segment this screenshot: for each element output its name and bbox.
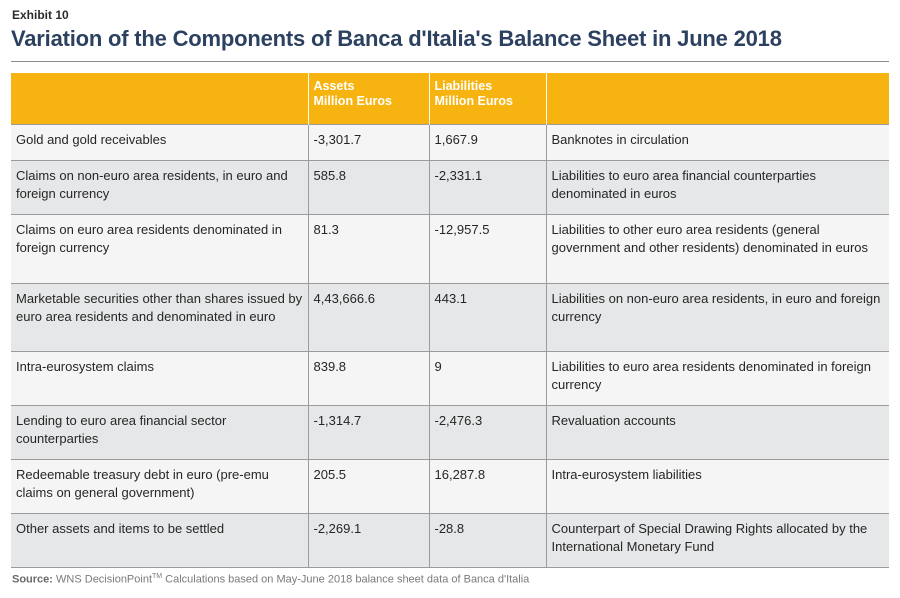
header-cell-liability-items xyxy=(545,73,889,125)
liabilities-value-cell: 16,287.8 xyxy=(428,459,546,514)
assets-value-cell: -3,301.7 xyxy=(307,124,429,161)
header-assets-line-2: Million Euros xyxy=(313,94,392,108)
asset-item-cell: Other assets and items to be settled xyxy=(11,513,308,568)
asset-item-cell: Lending to euro area financial sector co… xyxy=(11,405,308,460)
asset-item-cell: Intra-eurosystem claims xyxy=(11,351,308,406)
trademark-mark: TM xyxy=(152,573,163,580)
liability-item-cell: Liabilities to other euro area residents… xyxy=(545,214,889,284)
header-liabilities-line-1: Liabilities xyxy=(434,79,493,93)
table-row: Claims on non-euro area residents, in eu… xyxy=(11,160,889,215)
table-row: Lending to euro area financial sector co… xyxy=(11,405,889,460)
assets-value-cell: -2,269.1 xyxy=(307,513,429,568)
assets-value-cell: 81.3 xyxy=(307,214,429,284)
liability-item-cell: Liabilities to euro area financial count… xyxy=(545,160,889,215)
asset-item-cell: Redeemable treasury debt in euro (pre-em… xyxy=(11,459,308,514)
asset-item-cell: Claims on non-euro area residents, in eu… xyxy=(11,160,308,215)
balance-sheet-table: Assets Million Euros Liabilities Million… xyxy=(11,73,889,568)
table-row: Marketable securities other than shares … xyxy=(11,283,889,352)
header-cell-liabilities: Liabilities Million Euros xyxy=(428,73,546,125)
liability-item-cell: Counterpart of Special Drawing Rights al… xyxy=(545,513,889,568)
table-row: Other assets and items to be settled -2,… xyxy=(11,513,889,568)
source-brand: WNS DecisionPoint xyxy=(56,573,153,586)
table-row: Gold and gold receivables -3,301.7 1,667… xyxy=(11,124,889,161)
liabilities-value-cell: 9 xyxy=(428,351,546,406)
exhibit-label: Exhibit 10 xyxy=(12,8,69,22)
liabilities-value-cell: -28.8 xyxy=(428,513,546,568)
liabilities-value-cell: -12,957.5 xyxy=(428,214,546,284)
assets-value-cell: 585.8 xyxy=(307,160,429,215)
source-text: Calculations based on May-June 2018 bala… xyxy=(162,573,530,586)
liabilities-value-cell: -2,331.1 xyxy=(428,160,546,215)
liability-item-cell: Liabilities on non-euro area residents, … xyxy=(545,283,889,352)
liabilities-value-cell: 1,667.9 xyxy=(428,124,546,161)
liability-item-cell: Liabilities to euro area residents denom… xyxy=(545,351,889,406)
table-row: Intra-eurosystem claims 839.8 9 Liabilit… xyxy=(11,351,889,406)
table-body: Gold and gold receivables -3,301.7 1,667… xyxy=(11,124,889,568)
liabilities-value-cell: 443.1 xyxy=(428,283,546,352)
assets-value-cell: 205.5 xyxy=(307,459,429,514)
table-row: Redeemable treasury debt in euro (pre-em… xyxy=(11,459,889,514)
liabilities-value-cell: -2,476.3 xyxy=(428,405,546,460)
assets-value-cell: 4,43,666.6 xyxy=(307,283,429,352)
table-row: Claims on euro area residents denominate… xyxy=(11,214,889,284)
header-cell-assets-items xyxy=(11,73,308,125)
header-liabilities-line-2: Million Euros xyxy=(434,94,513,108)
assets-value-cell: -1,314.7 xyxy=(307,405,429,460)
liability-item-cell: Intra-eurosystem liabilities xyxy=(545,459,889,514)
asset-item-cell: Claims on euro area residents denominate… xyxy=(11,214,308,284)
source-label: Source: xyxy=(12,573,53,586)
liability-item-cell: Revaluation accounts xyxy=(545,405,889,460)
source-note: Source: WNS DecisionPointTM Calculations… xyxy=(12,573,529,586)
title-divider xyxy=(11,61,889,62)
header-cell-assets: Assets Million Euros xyxy=(307,73,429,125)
assets-value-cell: 839.8 xyxy=(307,351,429,406)
header-assets-line-1: Assets xyxy=(313,79,355,93)
asset-item-cell: Marketable securities other than shares … xyxy=(11,283,308,352)
asset-item-cell: Gold and gold receivables xyxy=(11,124,308,161)
chart-title: Variation of the Components of Banca d'I… xyxy=(11,26,782,51)
liability-item-cell: Banknotes in circulation xyxy=(545,124,889,161)
table-header: Assets Million Euros Liabilities Million… xyxy=(11,73,889,125)
header-row: Assets Million Euros Liabilities Million… xyxy=(11,73,889,125)
